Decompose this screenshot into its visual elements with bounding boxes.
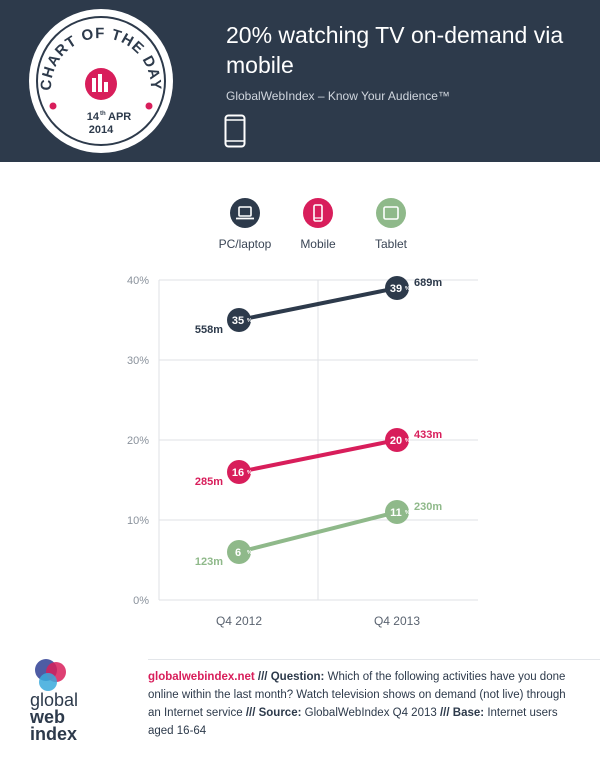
question-label: Question: [270,671,325,683]
footer-notes: globalwebindex.net /// Question: Which o… [148,668,568,740]
tablet-icon [376,198,406,228]
chart-subtitle: GlobalWebIndex – Know Your Audience™ [226,89,450,103]
separator: /// [439,707,450,719]
question-text: Which of the following activities have y… [148,671,566,719]
chart-legend: PC/laptop Mobile Tablet [0,198,600,258]
data-point-label: 20 [390,435,402,447]
data-value-label: 285m [195,476,223,488]
data-point [385,428,409,452]
data-point [227,460,251,484]
legend-label: Mobile [300,237,336,251]
data-value-label: 433m [414,429,442,441]
header-banner: CHART OF THE DAY 14 th APR 2014 20% watc… [0,0,600,162]
separator: /// [257,671,268,683]
badge-year: 2014 [89,124,114,136]
data-value-label: 123m [195,556,223,568]
data-point [385,276,409,300]
y-tick-label: 10% [127,515,149,527]
data-point-percent-sign: % [405,286,410,292]
data-point-label: 16 [232,467,244,479]
legend-item-pc-laptop: PC/laptop [200,198,290,251]
legend-label: Tablet [374,237,408,251]
data-point [227,308,251,332]
data-point-label: 39 [390,283,402,295]
legend-item-mobile: Mobile [273,198,363,251]
line-chart: 0% 10% 20% 30% 40% Q4 2012 Q4 2013 35 % 558m 39% 68… [127,275,478,628]
mobile-icon [303,198,333,228]
y-tick-label: 30% [127,355,149,367]
series-line [237,286,399,322]
badge-day: 14 [87,111,100,123]
svg-text:web: web [29,707,65,727]
laptop-icon [230,198,260,228]
footer-divider [148,659,600,660]
badge-day-suffix: th [100,111,106,117]
y-tick-label: 0% [133,595,149,607]
data-value-label: 230m [414,501,442,513]
legend-label: PC/laptop [218,237,272,251]
data-point-label: 6 [235,547,241,559]
data-point-percent-sign: % [247,318,252,324]
x-tick-label: Q4 2012 [216,614,262,628]
data-point-label: 35 [232,315,244,327]
data-point-percent-sign: % [405,510,410,516]
data-point [227,540,251,564]
y-tick-label: 40% [127,275,149,287]
svg-text:global: global [30,690,78,710]
x-tick-label: Q4 2013 [374,614,420,628]
mobile-phone-icon [224,114,246,148]
data-value-label: 558m [195,324,223,336]
globalwebindex-logo: global web index [29,659,78,744]
source-url-link[interactable]: globalwebindex.net [148,671,255,683]
data-value-label: 689m [414,277,442,289]
base-label: Base: [452,707,485,719]
chart-title: 20% watching TV on-demand via mobile [226,22,564,78]
svg-text:index: index [30,724,77,744]
source-text: GlobalWebIndex Q4 2013 [304,707,437,719]
series-line [237,438,399,474]
source-label: Source: [258,707,302,719]
badge-month: APR [108,111,131,123]
y-tick-label: 20% [127,435,149,447]
data-point [385,500,409,524]
data-point-label: 11 [390,507,402,519]
separator: /// [245,707,256,719]
data-point-percent-sign: % [247,470,252,476]
legend-item-tablet: Tablet [346,198,436,251]
base-text: Internet users aged 16-64 [148,707,558,737]
chart-of-the-day-badge: CHART OF THE DAY 14 th APR 2014 [29,9,173,153]
series-line [237,510,399,554]
data-point-percent-sign: % [405,438,410,444]
data-point-percent-sign: % [247,550,252,556]
